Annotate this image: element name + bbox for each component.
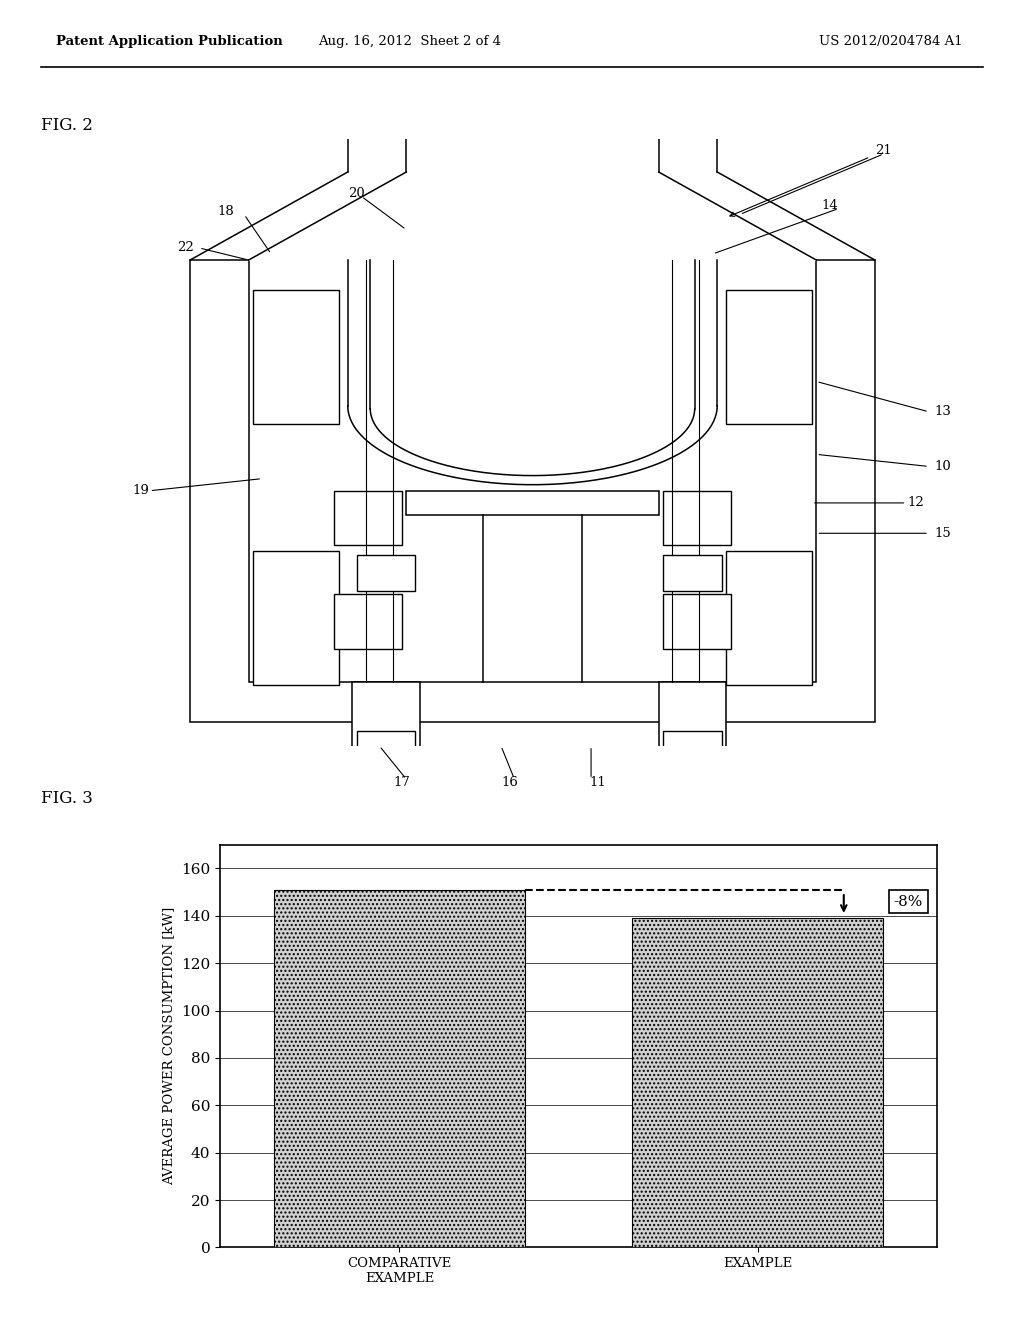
Bar	[632, 919, 883, 1247]
Bar	[253, 290, 339, 424]
Bar	[253, 552, 339, 685]
Text: 14: 14	[821, 199, 839, 213]
Bar	[356, 554, 416, 591]
Bar	[726, 290, 812, 424]
Bar	[334, 594, 401, 648]
Bar	[683, 764, 699, 783]
Bar	[658, 682, 726, 770]
Bar	[726, 552, 812, 685]
Bar	[664, 594, 731, 648]
Bar	[664, 731, 722, 764]
Bar	[334, 594, 401, 648]
Bar	[664, 731, 722, 764]
Text: 11: 11	[589, 776, 606, 789]
Bar	[664, 554, 722, 591]
Bar	[664, 554, 722, 591]
Text: -8%: -8%	[894, 895, 923, 908]
Bar	[274, 890, 524, 1247]
Bar	[664, 731, 722, 764]
Bar	[249, 169, 816, 260]
Bar	[726, 552, 812, 685]
Bar	[356, 554, 416, 591]
Text: 16: 16	[502, 776, 518, 789]
Text: 20: 20	[348, 186, 366, 199]
Bar	[253, 552, 339, 685]
Bar	[249, 260, 816, 682]
Bar	[356, 554, 416, 591]
Text: 10: 10	[934, 459, 951, 473]
Bar	[664, 491, 731, 545]
Bar	[334, 594, 401, 648]
Text: Aug. 16, 2012  Sheet 2 of 4: Aug. 16, 2012 Sheet 2 of 4	[318, 36, 501, 49]
Bar	[352, 682, 420, 770]
Bar	[253, 290, 339, 424]
Bar	[253, 552, 339, 685]
Bar	[664, 491, 731, 545]
Bar	[356, 731, 416, 764]
Text: 13: 13	[934, 405, 951, 418]
Bar	[334, 491, 401, 545]
Text: FIG. 3: FIG. 3	[41, 791, 93, 807]
Bar	[356, 731, 416, 764]
Bar	[664, 491, 731, 545]
Bar	[664, 594, 731, 648]
Text: 18: 18	[218, 205, 234, 218]
Bar	[726, 290, 812, 424]
Bar	[334, 491, 401, 545]
Text: 12: 12	[907, 496, 924, 510]
Bar	[726, 290, 812, 424]
Bar	[356, 731, 416, 764]
Text: 17: 17	[393, 776, 411, 789]
Text: 21: 21	[876, 144, 892, 157]
Text: 15: 15	[934, 527, 951, 540]
Bar	[190, 260, 874, 722]
Bar	[334, 491, 401, 545]
Text: FIG. 2: FIG. 2	[41, 117, 93, 133]
Bar	[664, 594, 731, 648]
Text: Patent Application Publication: Patent Application Publication	[56, 36, 283, 49]
Bar	[366, 764, 382, 783]
Bar	[726, 552, 812, 685]
Text: US 2012/0204784 A1: US 2012/0204784 A1	[819, 36, 963, 49]
Text: 19: 19	[132, 484, 148, 498]
Text: 22: 22	[177, 242, 194, 255]
Y-axis label: AVERAGE POWER CONSUMPTION [kW]: AVERAGE POWER CONSUMPTION [kW]	[163, 907, 176, 1185]
Bar	[664, 554, 722, 591]
Bar	[407, 491, 658, 515]
Bar	[253, 290, 339, 424]
